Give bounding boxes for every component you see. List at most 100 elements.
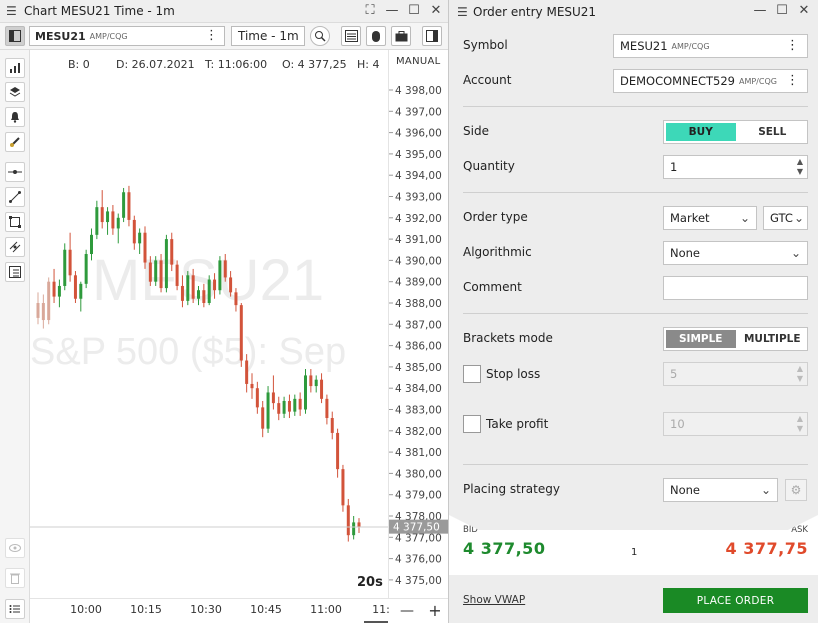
- account-field[interactable]: DEMOCOMNECT529 AMP/CQG ⋮: [613, 69, 808, 93]
- zoom-in-button[interactable]: +: [428, 601, 441, 620]
- order-titlebar: ☰ Order entry MESU21 — ☐ ✕: [449, 0, 818, 23]
- place-order-button[interactable]: PLACE ORDER: [663, 588, 808, 613]
- candle-body: [261, 407, 265, 429]
- panel-divider[interactable]: [448, 0, 449, 623]
- minimize-icon[interactable]: —: [385, 3, 399, 18]
- candle-body: [90, 234, 93, 255]
- price-axis[interactable]: 4 398,00 4 397,00 4 396,00 4 395,00 4 394,00…: [388, 50, 449, 598]
- algorithmic-select[interactable]: None ⌄: [663, 241, 808, 265]
- order-type-select[interactable]: Market ⌄: [663, 206, 757, 230]
- time-scrollbar[interactable]: [364, 621, 388, 623]
- candle-body: [314, 379, 318, 387]
- take-profit-stepper[interactable]: 10 ▲ ▼: [663, 412, 808, 436]
- chart-search-button[interactable]: [310, 26, 330, 46]
- visibility-tool[interactable]: [5, 538, 25, 558]
- multiple-button[interactable]: MULTIPLE: [743, 333, 801, 345]
- horizontal-line-tool[interactable]: [5, 162, 25, 182]
- price-tick-label: 4 386,00: [395, 341, 442, 353]
- layers-tool[interactable]: [5, 82, 25, 102]
- candle-body: [330, 418, 334, 433]
- price-tick-label: 4 395,00: [395, 149, 442, 161]
- stop-loss-value: 5: [670, 367, 678, 381]
- spread-quantity: 1: [631, 547, 638, 558]
- rectangle-tool[interactable]: [5, 212, 25, 232]
- more-vertical-icon[interactable]: ⋮: [205, 28, 218, 43]
- zoom-out-button[interactable]: —: [400, 603, 414, 619]
- channel-tool[interactable]: [5, 237, 25, 257]
- quantity-stepper[interactable]: 1 ▲ ▼: [663, 155, 808, 179]
- candle-body: [138, 232, 142, 244]
- placing-strategy-select[interactable]: None ⌄: [663, 478, 778, 502]
- candle-body: [180, 285, 184, 301]
- divider: [463, 192, 808, 193]
- placing-strategy-value: None: [670, 483, 701, 497]
- timeframe-selector[interactable]: Time - 1m: [231, 26, 305, 46]
- delete-drawings-tool[interactable]: [5, 568, 25, 588]
- sell-button[interactable]: SELL: [758, 126, 787, 138]
- bid-price[interactable]: 4 377,50: [463, 539, 546, 558]
- symbol-value: MESU21: [620, 39, 668, 53]
- toolbox-icon: [395, 30, 407, 41]
- quote-notch: [449, 515, 818, 530]
- candlestick-chart[interactable]: MESU21 S&P 500 ($5): Sep: [30, 50, 388, 598]
- chevron-down-icon: ⌄: [790, 246, 801, 260]
- panel-toggle-button[interactable]: [5, 26, 25, 46]
- time-in-force-select[interactable]: GTC ⌄: [763, 206, 808, 230]
- expand-icon[interactable]: ⛶: [365, 3, 375, 18]
- trend-line-tool[interactable]: [5, 187, 25, 207]
- more-vertical-icon[interactable]: ⋮: [786, 73, 799, 88]
- scale-mode-label[interactable]: MANUAL: [396, 56, 441, 67]
- object-list-tool[interactable]: [5, 599, 25, 619]
- close-icon[interactable]: ✕: [430, 3, 442, 18]
- text-note-tool[interactable]: [5, 262, 25, 282]
- close-icon[interactable]: ✕: [798, 3, 810, 18]
- price-tick-label: 4 391,00: [395, 234, 442, 246]
- candle-body: [52, 281, 56, 297]
- symbol-label: Symbol: [463, 38, 508, 52]
- ohlc-high: H: 4: [357, 58, 380, 71]
- right-panel-toggle-button[interactable]: [422, 26, 442, 46]
- buy-button[interactable]: BUY: [666, 123, 736, 141]
- stop-loss-stepper[interactable]: 5 ▲ ▼: [663, 362, 808, 386]
- simple-button[interactable]: SIMPLE: [666, 330, 736, 348]
- hamburger-menu-icon[interactable]: ☰: [6, 4, 17, 18]
- price-tick-label: 4 383,00: [395, 405, 442, 417]
- keyboard-icon: [344, 30, 358, 42]
- strategy-settings-button[interactable]: ⚙: [785, 479, 807, 501]
- chart-symbol-selector[interactable]: MESU21 AMP/CQG ⋮: [29, 26, 225, 46]
- candle-body: [175, 264, 179, 286]
- symbol-exchange: AMP/CQG: [671, 41, 710, 51]
- brush-tool[interactable]: [5, 132, 25, 152]
- tif-value: GTC: [770, 211, 793, 225]
- order-type-value: Market: [670, 211, 710, 225]
- candle-body: [223, 260, 227, 278]
- side-toggle[interactable]: BUY SELL: [663, 120, 808, 144]
- ask-price[interactable]: 4 377,75: [725, 539, 808, 558]
- hamburger-menu-icon[interactable]: ☰: [457, 4, 468, 19]
- comment-input[interactable]: [663, 276, 808, 300]
- maximize-icon[interactable]: ☐: [776, 3, 788, 18]
- candle-body: [164, 239, 168, 289]
- symbol-field[interactable]: MESU21 AMP/CQG ⋮: [613, 34, 808, 58]
- bid-label: BID: [463, 525, 478, 535]
- drawing-tools-sidebar: [0, 50, 30, 623]
- candle-body: [57, 285, 61, 297]
- chart-plot-area[interactable]: MESU21 S&P 500 ($5): Sep: [30, 50, 388, 598]
- minimize-icon[interactable]: —: [753, 3, 767, 18]
- more-vertical-icon[interactable]: ⋮: [786, 38, 799, 53]
- stop-loss-checkbox[interactable]: [463, 365, 481, 383]
- brackets-mode-toggle[interactable]: SIMPLE MULTIPLE: [663, 327, 808, 351]
- candle-body: [287, 400, 291, 412]
- alerts-tool[interactable]: [5, 107, 25, 127]
- maximize-icon[interactable]: ☐: [408, 3, 420, 18]
- take-profit-checkbox[interactable]: [463, 415, 481, 433]
- stepper-arrows-icon[interactable]: ▲ ▼: [796, 157, 803, 176]
- price-tick-label: 4 397,00: [395, 106, 442, 118]
- bar-chart-tool[interactable]: [5, 58, 25, 78]
- time-axis[interactable]: — + 10:00 10:15 10:30 10:45 11:00 11:: [30, 598, 448, 623]
- show-vwap-link[interactable]: Show VWAP: [463, 594, 526, 606]
- mouse-mode-button[interactable]: [366, 26, 386, 46]
- ask-label: ASK: [791, 525, 808, 535]
- indicators-button[interactable]: [341, 26, 361, 46]
- template-button[interactable]: [391, 26, 411, 46]
